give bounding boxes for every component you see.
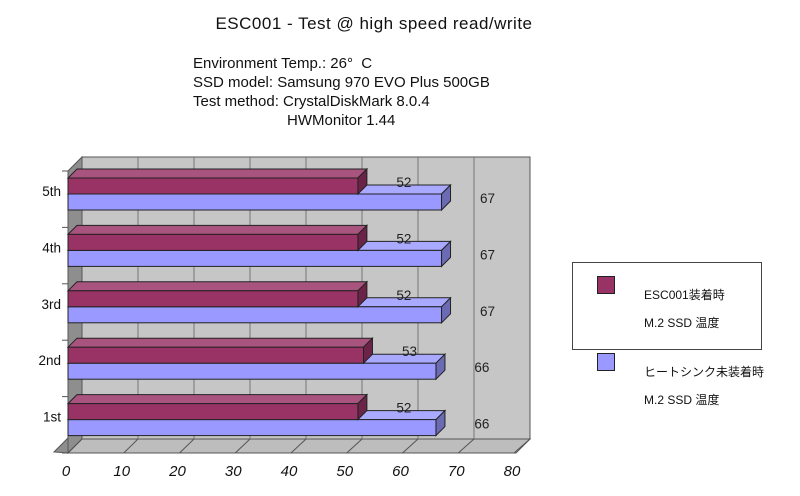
svg-text:66: 66 (474, 417, 489, 432)
svg-text:10: 10 (113, 463, 130, 480)
legend-swatch-no-heatsink (597, 353, 615, 371)
legend-label-no-heatsink: ヒートシンク未装着時 M.2 SSD 温度 (624, 351, 764, 421)
legend-item-no-heatsink: ヒートシンク未装着時 M.2 SSD 温度 (597, 351, 764, 421)
svg-text:66: 66 (474, 360, 489, 375)
svg-text:80: 80 (504, 463, 521, 480)
svg-text:52: 52 (396, 175, 411, 190)
svg-text:50: 50 (336, 463, 353, 480)
svg-text:70: 70 (448, 463, 465, 480)
svg-text:67: 67 (480, 247, 495, 262)
legend-label-esc001-line2: M.2 SSD 温度 (644, 316, 720, 330)
svg-text:53: 53 (402, 344, 417, 359)
svg-text:3rd: 3rd (41, 297, 61, 312)
subtitle-line-test-method: Test method: CrystalDiskMark 8.0.4 (193, 93, 430, 110)
svg-text:1st: 1st (43, 410, 61, 425)
legend-box: ESC001装着時 M.2 SSD 温度 ヒートシンク未装着時 M.2 SSD … (572, 262, 764, 407)
svg-text:20: 20 (168, 463, 186, 480)
legend-label-no-heatsink-line2: M.2 SSD 温度 (644, 393, 720, 407)
legend-item-esc001: ESC001装着時 M.2 SSD 温度 (597, 274, 761, 344)
svg-text:40: 40 (281, 463, 298, 480)
svg-text:67: 67 (480, 304, 495, 319)
svg-text:5th: 5th (42, 184, 61, 199)
svg-text:30: 30 (225, 463, 242, 480)
svg-text:52: 52 (396, 401, 411, 416)
legend-swatch-esc001 (597, 276, 615, 294)
legend-label-no-heatsink-line1: ヒートシンク未装着時 (644, 365, 765, 379)
subtitle-line-hwmonitor: HWMonitor 1.44 (287, 112, 396, 129)
svg-text:0: 0 (62, 463, 71, 480)
svg-text:52: 52 (396, 231, 411, 246)
svg-text:52: 52 (396, 288, 411, 303)
svg-text:4th: 4th (42, 240, 61, 255)
legend-label-esc001-line1: ESC001装着時 (644, 288, 725, 302)
chart-subtitle-block: Environment Temp.: 26° C SSD model: Sams… (193, 54, 490, 130)
chart-title: ESC001 - Test @ high speed read/write (215, 14, 533, 33)
subtitle-line-environment-temp: Environment Temp.: 26° C (193, 55, 373, 72)
legend-label-esc001: ESC001装着時 M.2 SSD 温度 (624, 274, 725, 344)
svg-text:2nd: 2nd (38, 353, 61, 368)
subtitle-line-ssd-model: SSD model: Samsung 970 EVO Plus 500GB (193, 74, 490, 91)
svg-text:67: 67 (480, 191, 495, 206)
svg-text:60: 60 (392, 463, 409, 480)
